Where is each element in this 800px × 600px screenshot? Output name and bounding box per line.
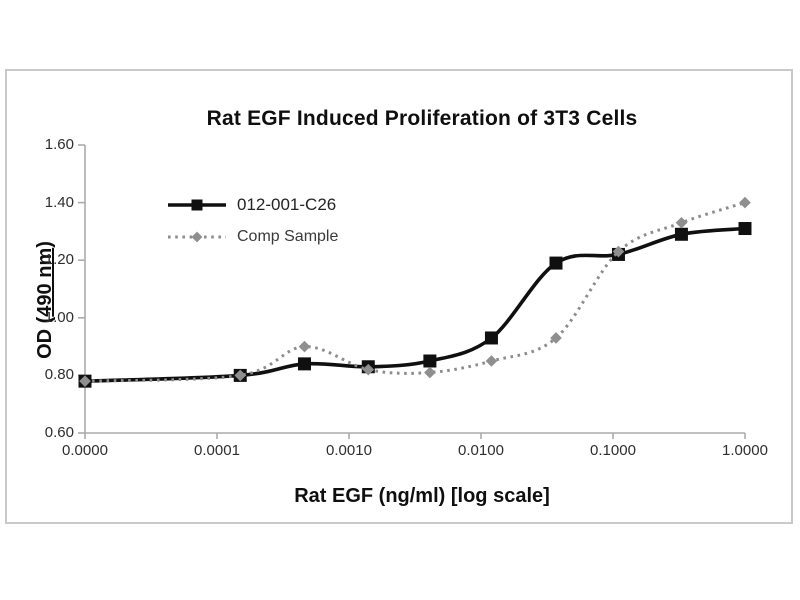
data-point-diamond-Comp Sample xyxy=(362,363,375,376)
y-tick-label: 1.40 xyxy=(44,193,74,211)
data-point-diamond-Comp Sample xyxy=(298,340,311,353)
legend-label: 012-001-C26 xyxy=(237,195,337,214)
legend-sample-solid-square-icon xyxy=(168,199,226,211)
data-point-square-012-001-C26 xyxy=(738,222,752,236)
y-tick-label: 0.60 xyxy=(44,424,74,441)
y-tick-label: 0.80 xyxy=(44,366,74,384)
series-line-Comp Sample xyxy=(84,201,746,383)
x-tick-label: 0.1000 xyxy=(590,442,636,459)
x-tick-label: 0.0100 xyxy=(458,442,504,459)
x-tick-label: 0.0010 xyxy=(326,442,372,459)
legend: 012-001-C26 Comp Sample xyxy=(167,193,338,249)
chart-title: Rat EGF Induced Proliferation of 3T3 Cel… xyxy=(206,107,638,130)
data-point-square-012-001-C26 xyxy=(674,227,688,241)
data-point-square-012-001-C26 xyxy=(549,256,563,270)
series-line-012-001-C26 xyxy=(84,226,746,383)
data-point-diamond-Comp Sample xyxy=(675,216,688,229)
legend-label: Comp Sample xyxy=(237,228,339,245)
data-point-square-012-001-C26 xyxy=(297,357,311,371)
data-point-diamond-Comp Sample xyxy=(424,366,436,379)
y-tick-label: 1.20 xyxy=(44,251,74,269)
y-tick-label: 1.60 xyxy=(44,136,74,153)
data-point-diamond-Comp Sample xyxy=(234,369,247,382)
data-point-diamond-Comp Sample xyxy=(739,196,751,209)
data-point-square-012-001-C26 xyxy=(423,354,437,368)
y-tick-label: 1.00 xyxy=(44,308,74,326)
x-tick-label: 1.0000 xyxy=(722,442,768,459)
x-tick-label: 0.0001 xyxy=(194,442,240,459)
x-tick-label: 0.0000 xyxy=(62,442,108,459)
legend-item-012-001-C26: 012-001-C26 xyxy=(167,193,338,217)
legend-item-comp-sample: Comp Sample xyxy=(167,225,338,249)
data-point-diamond-Comp Sample xyxy=(79,375,91,387)
legend-sample-dotted-diamond-icon xyxy=(168,231,226,243)
x-axis-title: Rat EGF (ng/ml) [log scale] xyxy=(294,485,550,507)
data-point-diamond-Comp Sample xyxy=(612,245,625,258)
data-point-diamond-Comp Sample xyxy=(550,332,562,344)
chart-container: Rat EGF Induced Proliferation of 3T3 Cel… xyxy=(5,69,793,524)
data-point-square-012-001-C26 xyxy=(484,331,498,345)
data-point-diamond-Comp Sample xyxy=(485,355,498,367)
